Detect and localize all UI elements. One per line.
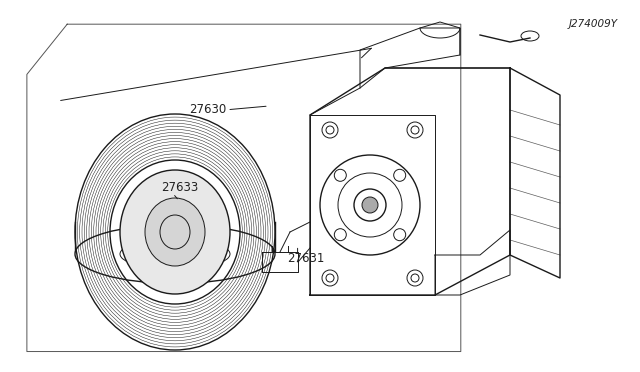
Text: J274009Y: J274009Y	[568, 19, 618, 29]
Text: 27633: 27633	[161, 182, 198, 194]
Ellipse shape	[362, 197, 378, 213]
Text: 27630: 27630	[189, 103, 226, 116]
Text: 27631: 27631	[287, 252, 324, 265]
Ellipse shape	[145, 198, 205, 266]
Ellipse shape	[120, 170, 230, 294]
